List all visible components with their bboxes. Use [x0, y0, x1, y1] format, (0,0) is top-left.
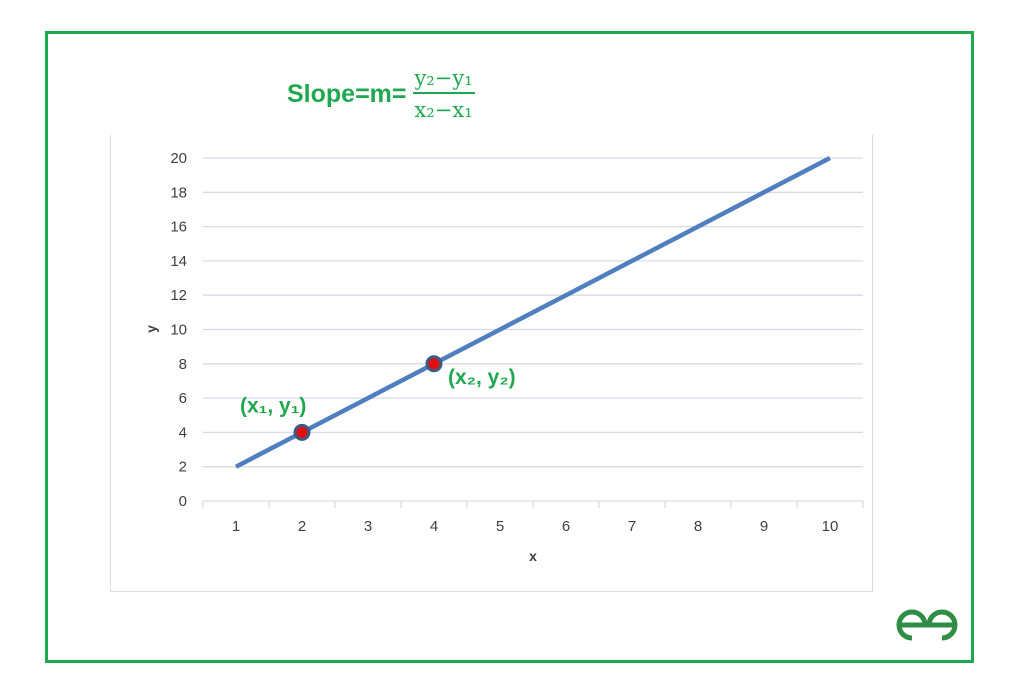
- y-tick-label: 4: [179, 424, 187, 441]
- frame-border: [45, 31, 974, 663]
- x-tick-label: 3: [364, 518, 372, 535]
- slope-formula: Slope=m= y₂−y₁ x₂−x₁: [287, 66, 475, 122]
- y-tick-label: 10: [170, 322, 187, 339]
- x-tick-label: 5: [496, 518, 504, 535]
- x-tick-label: 4: [430, 518, 438, 535]
- y-tick-label: 14: [170, 253, 187, 270]
- y-tick-label: 16: [170, 219, 187, 236]
- formula-denominator: x₂−x₁: [414, 98, 473, 122]
- x-axis-label: x: [529, 548, 537, 564]
- highlighted-point: [425, 355, 443, 373]
- y-tick-label: 12: [170, 287, 187, 304]
- x-tick-label: 2: [298, 518, 306, 535]
- x-tick-label: 1: [232, 518, 240, 535]
- x-tick-label: 7: [628, 518, 636, 535]
- highlighted-point: [293, 423, 311, 441]
- y-tick-label: 20: [170, 150, 187, 167]
- y-tick-label: 6: [179, 390, 187, 407]
- y-tick-label: 0: [179, 493, 187, 510]
- point-label: (x₁, y₁): [240, 394, 306, 417]
- y-axis-label: y: [143, 325, 159, 333]
- formula-lhs: Slope=m=: [287, 79, 407, 108]
- x-tick-label: 9: [760, 518, 768, 535]
- y-tick-label: 18: [170, 184, 187, 201]
- x-tick-label: 8: [694, 518, 702, 535]
- x-tick-label: 6: [562, 518, 570, 535]
- point-label: (x₂, y₂): [448, 366, 516, 389]
- x-tick-label: 10: [822, 518, 839, 535]
- y-tick-label: 8: [179, 356, 187, 373]
- formula-fraction: y₂−y₁ x₂−x₁: [412, 66, 475, 122]
- formula-numerator: y₂−y₁: [412, 66, 475, 94]
- chart-area: [110, 135, 873, 592]
- series-line: [234, 156, 832, 469]
- y-tick-label: 2: [179, 459, 187, 476]
